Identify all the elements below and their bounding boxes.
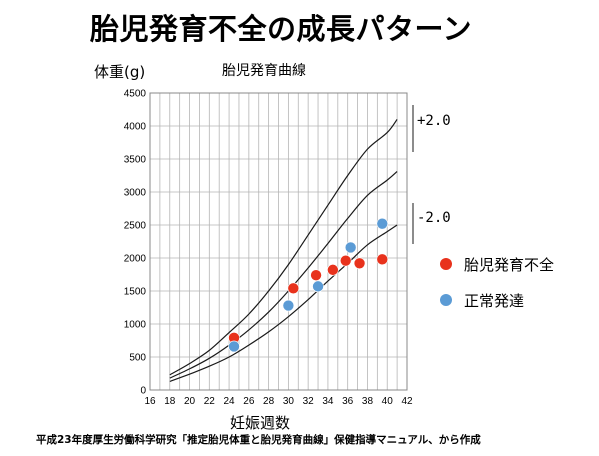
- x-tick-label: 38: [362, 396, 374, 407]
- x-tick-label: 42: [401, 396, 413, 407]
- lower-curve-label: -2.0: [417, 210, 451, 226]
- normal-data-point: [376, 217, 389, 230]
- chart-axes: 0 500 1000 1500 2000 2500 3000 3500 4000 4500 16 18…: [124, 89, 413, 408]
- upper-reference-curve: [169, 119, 398, 376]
- fgr-data-point: [287, 282, 300, 295]
- fgr-data-point: [327, 264, 339, 276]
- x-tick-label: 20: [184, 396, 196, 407]
- x-tick-label: 30: [283, 396, 295, 407]
- y-tick-label: 1500: [124, 287, 147, 298]
- source-footnote: 平成23年度厚生労働科学研究「推定胎児体重と胎児発育曲線」保健指導マニュアル、か…: [36, 434, 481, 446]
- chart-grid: [149, 92, 408, 391]
- fgr-data-point: [310, 269, 322, 281]
- legend-label-normal: 正常発達: [464, 292, 525, 310]
- x-axis-label: 妊娠週数: [230, 414, 291, 432]
- y-axis-label: 体重(g): [94, 63, 146, 81]
- x-tick-label: 32: [303, 396, 315, 407]
- normal-data-point: [228, 340, 240, 353]
- fgr-data-point: [339, 254, 352, 267]
- x-tick-label: 26: [243, 396, 255, 407]
- x-tick-label: 24: [224, 396, 236, 407]
- y-tick-label: 500: [129, 353, 146, 364]
- chart-title: 胎児発育曲線: [222, 63, 306, 79]
- fgr-data-point: [353, 257, 366, 270]
- normal-data-point: [344, 241, 357, 254]
- median-reference-curve: [169, 171, 398, 379]
- fgr-data-point: [376, 253, 389, 266]
- y-tick-label: 2000: [124, 254, 147, 265]
- x-tick-label: 22: [204, 396, 216, 407]
- y-tick-label: 0: [140, 386, 146, 397]
- x-tick-label: 18: [164, 396, 176, 407]
- data-points: [228, 217, 389, 353]
- y-tick-label: 3000: [124, 188, 147, 199]
- normal-data-point: [282, 299, 295, 312]
- x-tick-label: 36: [342, 396, 354, 407]
- x-tick-label: 16: [144, 396, 156, 407]
- legend-label-fgr: 胎児発育不全: [464, 256, 555, 274]
- x-tick-label: 34: [322, 396, 334, 407]
- lower-reference-curve: [169, 224, 398, 382]
- x-tick-label: 40: [382, 396, 394, 407]
- y-tick-label: 4000: [124, 122, 147, 133]
- y-tick-label: 1000: [124, 320, 147, 331]
- upper-curve-label: +2.0: [417, 113, 451, 129]
- legend-marker-fgr: [440, 258, 452, 270]
- y-tick-label: 3500: [124, 155, 147, 166]
- plot-frame: [149, 92, 408, 391]
- reference-curves: [169, 105, 414, 382]
- normal-data-point: [312, 280, 324, 293]
- page-title: 胎児発育不全の成長パターン: [90, 12, 473, 46]
- x-tick-label: 28: [263, 396, 275, 407]
- legend-marker-normal: [440, 294, 452, 306]
- y-tick-label: 4500: [124, 89, 147, 100]
- y-tick-label: 2500: [124, 221, 147, 232]
